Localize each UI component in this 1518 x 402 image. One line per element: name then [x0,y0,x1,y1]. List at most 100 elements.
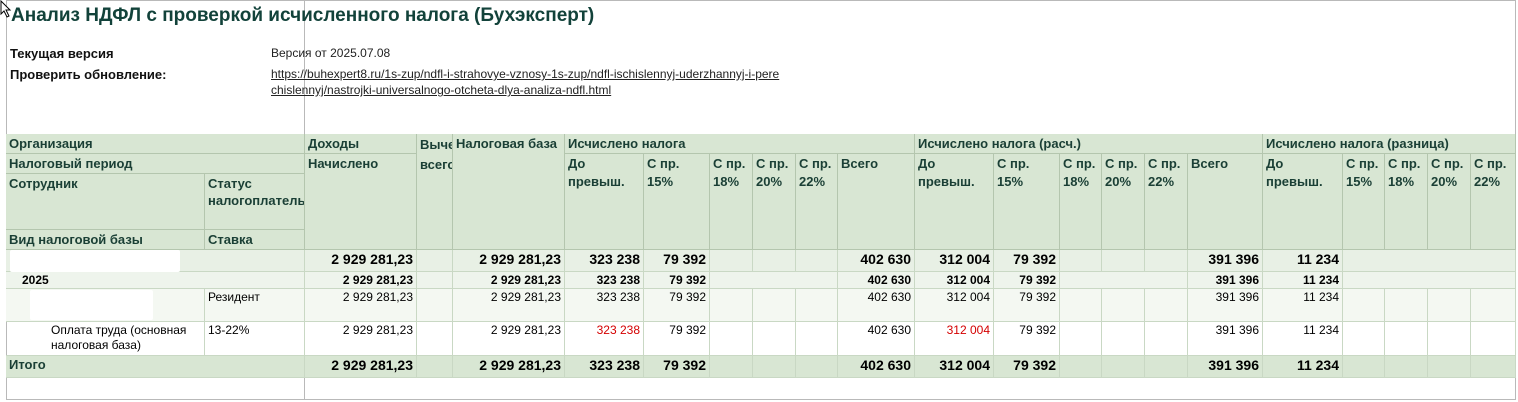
cell-calc-r-18 [1060,250,1102,272]
cell-calc-22 [796,250,838,272]
cell-calc-15: 79 392 [644,322,710,356]
redacted-org-name [10,250,180,272]
cell-calc-15: 79 392 [644,356,710,378]
cell-calc-18 [710,356,753,378]
cell-calc-18 [710,250,753,272]
cell-tax-base: 2 929 281,23 [453,272,565,289]
cell-diff-rest [1343,272,1516,289]
header-calc-r-20: С пр. 20% [1102,154,1145,250]
cell-calc-r-20 [1102,250,1145,272]
cell-deductions [417,356,453,378]
cell-calc-before: 323 238 [565,272,644,289]
cell-diff-20 [1428,289,1471,322]
header-calc-18: С пр. 18% [710,154,753,250]
cell-calc-r-15: 79 392 [994,322,1060,356]
cell-calc-r-empty [1060,272,1188,289]
cell-calc-r-total: 391 396 [1188,272,1263,289]
cell-calc-total: 402 630 [838,250,915,272]
cell-calc-r-before: 312 004 [915,356,994,378]
header-calc-15: С пр. 15% [644,154,710,250]
cell-diff-22 [1471,322,1516,356]
cell-diff-22 [1471,289,1516,322]
header-tax-base: Налоговая база [453,134,565,250]
cell-diff-before: 11 234 [1263,250,1343,272]
cell-calc-r-15: 79 392 [994,356,1060,378]
cell-diff-15 [1343,356,1385,378]
header-status: Статус налогоплательщика [205,174,305,230]
header-diff-before: До превыш. [1263,154,1343,250]
cell-accrued: 2 929 281,23 [305,272,417,289]
header-income: Доходы [305,134,417,154]
cell-deductions [417,272,453,289]
cell-calc-r-20 [1102,289,1145,322]
version-label: Текущая версия [10,46,114,61]
header-accrued: Начислено [305,154,417,250]
cell-calc-before: 323 238 [565,322,644,356]
cell-calc-before: 323 238 [565,250,644,272]
cell-calc-r-total: 391 396 [1188,322,1263,356]
cell-calc-22 [796,289,838,322]
cell-diff-15 [1343,289,1385,322]
cell-diff-18 [1385,289,1428,322]
cell-calc-r-total: 391 396 [1188,250,1263,272]
cell-calc-r-22 [1145,322,1188,356]
header-diff-18: С пр. 18% [1385,154,1428,250]
cell-calc-before: 323 238 [565,289,644,322]
header-calc-r-15: С пр. 15% [994,154,1060,250]
cell-accrued: 2 929 281,23 [305,322,417,356]
cell-diff-18 [1385,356,1428,378]
cell-calc-r-total: 391 396 [1188,356,1263,378]
header-calc-r-total: Всего [1188,154,1263,250]
cell-calc-r-18 [1060,289,1102,322]
cell-diff-20 [1428,322,1471,356]
header-base-type: Вид налоговой базы [6,230,205,250]
cell-diff-before: 11 234 [1263,322,1343,356]
cell-calc-15: 79 392 [644,250,710,272]
header-diff-20: С пр. 20% [1428,154,1471,250]
cell-calc-r-15: 79 392 [994,272,1060,289]
header-calc-22: С пр. 22% [796,154,838,250]
cell-deductions [417,322,453,356]
header-calc-r-before: До превыш. [915,154,994,250]
header-deductions: Вычеты всего [417,134,453,250]
cell-calc-r-22 [1145,289,1188,322]
cell-calc-r-before: 312 004 [915,289,994,322]
cell-calc-r-before: 312 004 [915,272,994,289]
cell-accrued: 2 929 281,23 [305,356,417,378]
report-title: Анализ НДФЛ с проверкой исчисленного нал… [11,5,595,26]
cell-calc-r-22 [1145,356,1188,378]
cell-calc-r-22 [1145,250,1188,272]
header-diff-22: С пр. 22% [1471,154,1516,250]
cell-diff-rest [1343,250,1516,272]
header-calc-r-22: С пр. 22% [1145,154,1188,250]
update-label: Проверить обновление: [10,67,167,82]
cell-diff-22 [1471,356,1516,378]
header-calc-20: С пр. 20% [753,154,796,250]
cell-base-type: Оплата труда (основная налоговая база) [6,322,205,356]
row-period-label: 2025 [6,272,305,289]
update-link-line1[interactable]: https://buhexpert8.ru/1s-zup/ndfl-i-stra… [271,67,780,81]
cell-diff-before: 11 234 [1263,289,1343,322]
cell-deductions [417,289,453,322]
cell-calc-r-before: 312 004 [915,250,994,272]
cell-calc-empty [710,272,838,289]
cell-calc-18 [710,289,753,322]
header-employee: Сотрудник [6,174,205,230]
header-calc-r-18: С пр. 18% [1060,154,1102,250]
update-link-line2[interactable]: chislennyj/nastrojki-universalnogo-otche… [271,83,612,97]
cell-deductions [417,250,453,272]
header-diff-group: Исчислено налога (разница) [1263,134,1516,154]
cell-calc-r-18 [1060,322,1102,356]
cell-diff-before: 11 234 [1263,272,1343,289]
cell-rate: 13-22% [205,322,305,356]
cell-calc-r-18 [1060,356,1102,378]
cell-tax-base: 2 929 281,23 [453,356,565,378]
cell-calc-20 [753,250,796,272]
header-period: Налоговый период [6,154,305,174]
cell-calc-total: 402 630 [838,289,915,322]
cell-calc-20 [753,289,796,322]
mouse-cursor-icon [0,0,12,18]
cell-calc-total: 402 630 [838,322,915,356]
cell-calc-20 [753,356,796,378]
cell-calc-r-15: 79 392 [994,250,1060,272]
